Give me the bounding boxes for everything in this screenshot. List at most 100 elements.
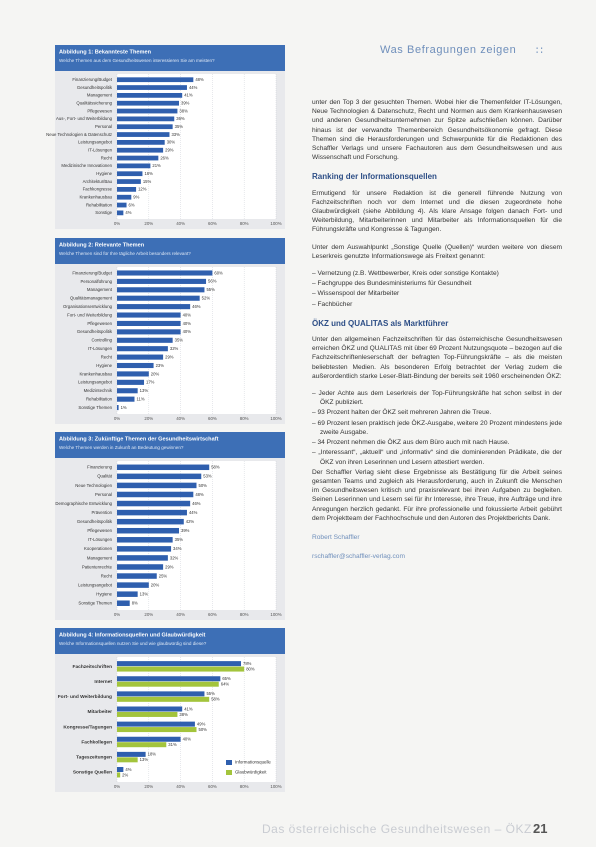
category-label: Gesundheitspolitik <box>77 85 113 90</box>
value-label: 40% <box>183 329 192 334</box>
bar <box>117 600 130 606</box>
category-label: Medizintechnik <box>84 388 113 393</box>
category-label: IT-Lösungen <box>88 537 112 542</box>
bar <box>117 482 197 489</box>
value-label: 29% <box>165 564 174 569</box>
category-label: Architektur/Bau <box>83 179 113 184</box>
value-label: 41% <box>184 706 193 711</box>
chart-title: Abbildung 3: Zukünftige Themen der Gesun… <box>59 436 219 442</box>
value-label: 16% <box>144 171 153 176</box>
category-label: Neue Technologien & Datenschutz <box>46 132 112 137</box>
value-label: 34% <box>173 546 182 551</box>
value-label: 18% <box>148 752 157 757</box>
value-label: 40% <box>183 321 192 326</box>
bar <box>117 354 164 360</box>
paragraph: unter den Top 3 der gesuchten Themen. Wo… <box>312 99 562 162</box>
chart-title: Abbildung 2: Relevante Themen <box>59 242 145 248</box>
bar <box>117 500 191 507</box>
bar <box>117 711 178 717</box>
category-label: Hygiene <box>96 363 112 368</box>
bar <box>117 346 168 352</box>
value-label: 50% <box>199 483 208 488</box>
category-label: Management <box>87 287 113 292</box>
value-label: 29% <box>165 354 174 359</box>
bar <box>117 139 165 145</box>
category-label: Internet <box>94 679 112 685</box>
x-tick-label: 0% <box>114 221 120 226</box>
category-label: Controlling <box>91 338 112 343</box>
chart-subtitle: Welche Themen aus dem Gesundheitswesen i… <box>59 58 215 63</box>
category-label: Leistungsangebot <box>78 582 113 587</box>
x-tick-label: 40% <box>176 612 185 617</box>
value-label: 31% <box>168 742 177 747</box>
category-label: Qualität <box>97 474 113 479</box>
value-label: 41% <box>184 93 193 98</box>
x-tick-label: 80% <box>240 612 249 617</box>
x-tick-label: 40% <box>176 221 185 226</box>
value-label: 29% <box>165 148 174 153</box>
bar <box>117 405 119 411</box>
category-label: Qualitätssicherung <box>76 101 112 106</box>
value-label: 56% <box>208 279 217 284</box>
bar <box>117 320 181 327</box>
bar <box>117 396 135 402</box>
value-label: 52% <box>202 296 211 301</box>
category-label: Hygiene <box>96 171 112 176</box>
category-label: Mitarbeiter <box>87 709 112 715</box>
value-label: 6% <box>129 202 135 207</box>
value-label: 50% <box>199 727 208 732</box>
value-label: 42% <box>186 519 195 524</box>
bar <box>117 77 194 83</box>
chart-header <box>55 238 285 264</box>
category-label: Leistungsangebot <box>78 140 113 145</box>
value-label: 78% <box>243 661 252 666</box>
value-label: 32% <box>170 555 179 560</box>
category-label: Pflegewesen <box>87 528 112 533</box>
bar <box>117 85 187 90</box>
chart-subtitle: Welche Themen werden in Zukunft an Bedeu… <box>59 445 184 450</box>
category-label: Pflegewesen <box>87 108 112 113</box>
value-label: 23% <box>156 363 165 368</box>
bar <box>117 108 178 114</box>
bar <box>117 751 146 757</box>
value-label: 38% <box>179 712 188 717</box>
bar <box>117 287 205 293</box>
x-tick-label: 20% <box>144 612 153 617</box>
value-label: 60% <box>214 270 223 275</box>
bar <box>117 757 138 763</box>
bar <box>117 362 154 369</box>
chart-subtitle: Welche Themen sind für Ihre tägliche Arb… <box>59 251 191 256</box>
bar <box>117 163 151 169</box>
category-label: Management <box>87 93 113 98</box>
bar <box>117 116 175 122</box>
list-item: „Interessant“, „aktuell“ und „informativ… <box>312 448 562 466</box>
category-label: Kooperationen <box>84 546 113 551</box>
bar <box>117 706 183 712</box>
value-label: 58% <box>211 465 220 470</box>
value-label: 53% <box>203 474 212 479</box>
value-label: 38% <box>179 108 188 113</box>
category-label: Neue Technologien <box>75 483 112 488</box>
category-label: Kongresse/Tagungen <box>63 724 112 730</box>
category-label: Sonstige Quellen <box>73 770 112 776</box>
list-item: Wissenspool der Mitarbeiter <box>312 289 562 298</box>
paragraph: Unter den allgemeinen Fachzeitschriften … <box>312 336 562 380</box>
bar <box>117 546 172 552</box>
value-label: 35% <box>175 338 184 343</box>
legend-label: Informationsquelle <box>235 760 271 765</box>
category-label: Pflegewesen <box>87 321 112 326</box>
bar <box>117 473 202 480</box>
bar <box>117 210 124 216</box>
paragraph: Unter dem Auswahlpunkt „Sonstige Quelle … <box>312 243 562 260</box>
x-tick-label: 40% <box>176 784 185 789</box>
x-tick-label: 40% <box>176 416 185 421</box>
value-label: 21% <box>152 163 161 168</box>
x-tick-label: 60% <box>208 416 217 421</box>
category-label: Recht <box>101 573 113 578</box>
value-label: 55% <box>206 691 215 696</box>
paragraph: Ermutigend für unsere Redaktion ist die … <box>312 189 562 234</box>
value-label: 4% <box>125 767 131 772</box>
value-label: 44% <box>189 85 198 90</box>
value-label: 1% <box>121 405 127 410</box>
category-label: Gesundheitspolitik <box>77 329 113 334</box>
